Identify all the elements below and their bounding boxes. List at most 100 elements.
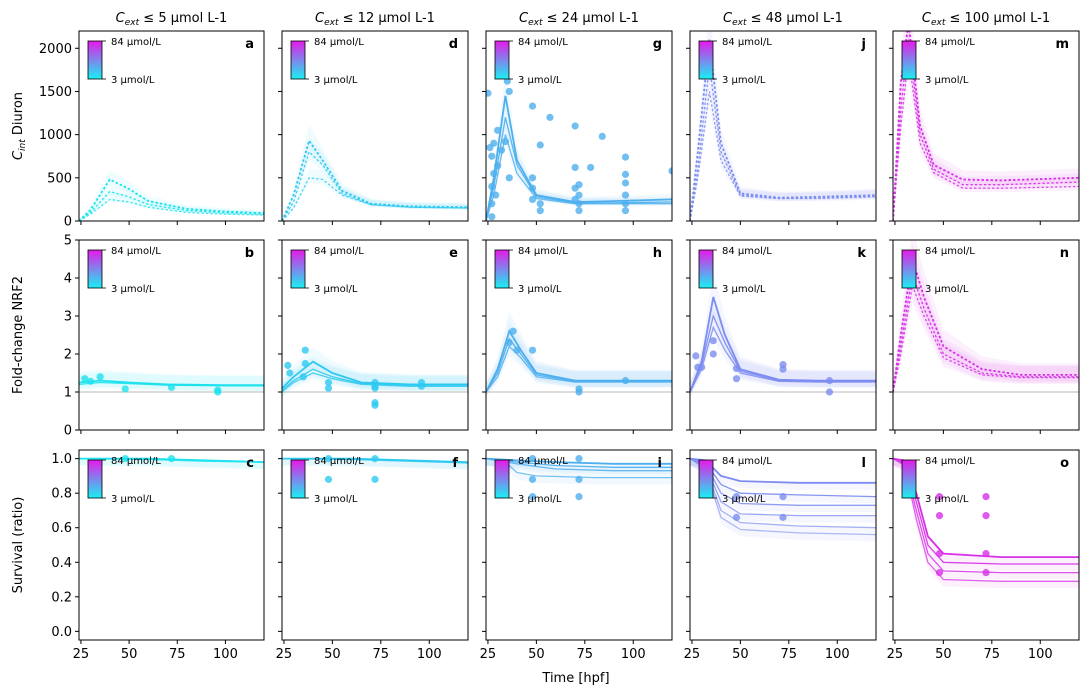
data-point (575, 475, 583, 483)
column-title: Cext ≤ 100 µmol L-1 (922, 11, 1050, 28)
x-tick-label: 75 (169, 647, 186, 662)
series-line (282, 360, 468, 389)
uncertainty-band (282, 168, 468, 221)
data-point (490, 169, 498, 178)
colorbar (494, 459, 510, 499)
colorbar-min-label: 3 µmol/L (722, 75, 766, 86)
data-point (528, 184, 537, 192)
plot-area (690, 271, 876, 397)
y-tick-label: 2 (64, 348, 72, 363)
y-axis-label: Cint Diuron (11, 92, 28, 160)
series-line (282, 368, 468, 391)
data-point (575, 191, 583, 199)
data-point (575, 388, 583, 396)
data-point (732, 375, 741, 383)
x-tick-label: 75 (984, 647, 1001, 662)
data-point (779, 365, 787, 373)
x-tick-label: 75 (373, 647, 390, 662)
y-tick-label: 0.6 (51, 521, 72, 536)
colorbar-min-label: 3 µmol/L (925, 494, 969, 505)
data-point (509, 327, 517, 335)
series-line (282, 372, 468, 393)
data-point (528, 475, 537, 483)
panel-letter: n (1060, 246, 1069, 261)
panel-frame (78, 239, 265, 431)
colorbar-max-label: 84 µmol/L (518, 37, 568, 48)
y-tick-label: 0.4 (51, 556, 72, 571)
colorbar-max-label: 84 µmol/L (518, 456, 568, 467)
plot-area (690, 457, 876, 542)
panel-frame (485, 239, 673, 431)
data-point (513, 346, 521, 354)
data-point (488, 200, 496, 208)
data-point (571, 122, 579, 130)
plot-area (690, 31, 876, 221)
colorbar (87, 249, 103, 289)
y-tick-label: 5 (64, 234, 72, 249)
x-tick-label: 75 (577, 647, 594, 662)
y-axis-label: Survival (ratio) (11, 497, 26, 594)
plot-area (893, 31, 1079, 221)
panel-frame (689, 449, 877, 641)
panel-letter: i (658, 456, 662, 471)
colorbar-min-label: 3 µmol/L (722, 494, 766, 505)
data-point (121, 385, 129, 393)
x-tick-label: 50 (732, 647, 749, 662)
colorbar (290, 249, 306, 289)
column-title: Cext ≤ 12 µmol L-1 (315, 11, 435, 28)
series-line (690, 296, 876, 393)
data-point (982, 512, 990, 520)
data-point (528, 346, 537, 354)
series-line (79, 190, 264, 221)
x-tick-label: 100 (621, 647, 646, 662)
panel-letter: k (857, 246, 866, 261)
data-point (286, 369, 294, 377)
panel-k: k 84 µmol/L 3 µmol/L (686, 239, 877, 434)
data-point (546, 113, 554, 121)
data-point (505, 339, 513, 347)
series-line (893, 39, 1079, 221)
plot-area (79, 369, 264, 396)
data-point (505, 174, 513, 182)
panel-frame (78, 449, 265, 641)
panel-f: 25 50 75 100 f 84 µmol/L 3 µmol/L (276, 449, 469, 662)
data-point (488, 152, 496, 160)
colorbar (87, 40, 103, 80)
uncertainty-band (893, 31, 1079, 221)
y-tick-label: 1500 (39, 85, 72, 100)
data-point (497, 146, 506, 154)
data-point (825, 388, 834, 396)
data-point (324, 475, 333, 483)
x-tick-label: 50 (324, 647, 341, 662)
colorbar (494, 40, 510, 80)
uncertainty-band (79, 170, 264, 221)
panel-letter: l (862, 456, 866, 471)
colorbar-max-label: 84 µmol/L (314, 246, 364, 257)
panel-frame (892, 239, 1080, 431)
y-tick-label: 0.8 (51, 487, 72, 502)
series-line (690, 313, 876, 393)
data-point (575, 181, 583, 189)
data-point (536, 141, 544, 149)
series-line (486, 134, 672, 221)
colorbar-min-label: 3 µmol/L (314, 75, 358, 86)
colorbar-min-label: 3 µmol/L (111, 284, 155, 295)
data-point (167, 383, 176, 392)
uncertainty-band (282, 124, 468, 221)
panel-letter: b (245, 246, 254, 261)
uncertainty-band (486, 311, 672, 397)
colorbar-max-label: 84 µmol/L (111, 246, 161, 257)
colorbar-max-label: 84 µmol/L (722, 246, 772, 257)
plot-area (79, 455, 264, 469)
colorbar-min-label: 3 µmol/L (111, 75, 155, 86)
panel-letter: j (861, 37, 866, 52)
colorbar (698, 459, 714, 499)
data-point (324, 455, 333, 463)
data-point (492, 191, 500, 199)
panel-g: g 84 µmol/L 3 µmol/L (482, 30, 673, 225)
series-line (486, 345, 672, 393)
colorbar (290, 40, 306, 80)
panel-frame (485, 449, 673, 641)
data-point (709, 337, 717, 345)
data-point (621, 179, 630, 187)
